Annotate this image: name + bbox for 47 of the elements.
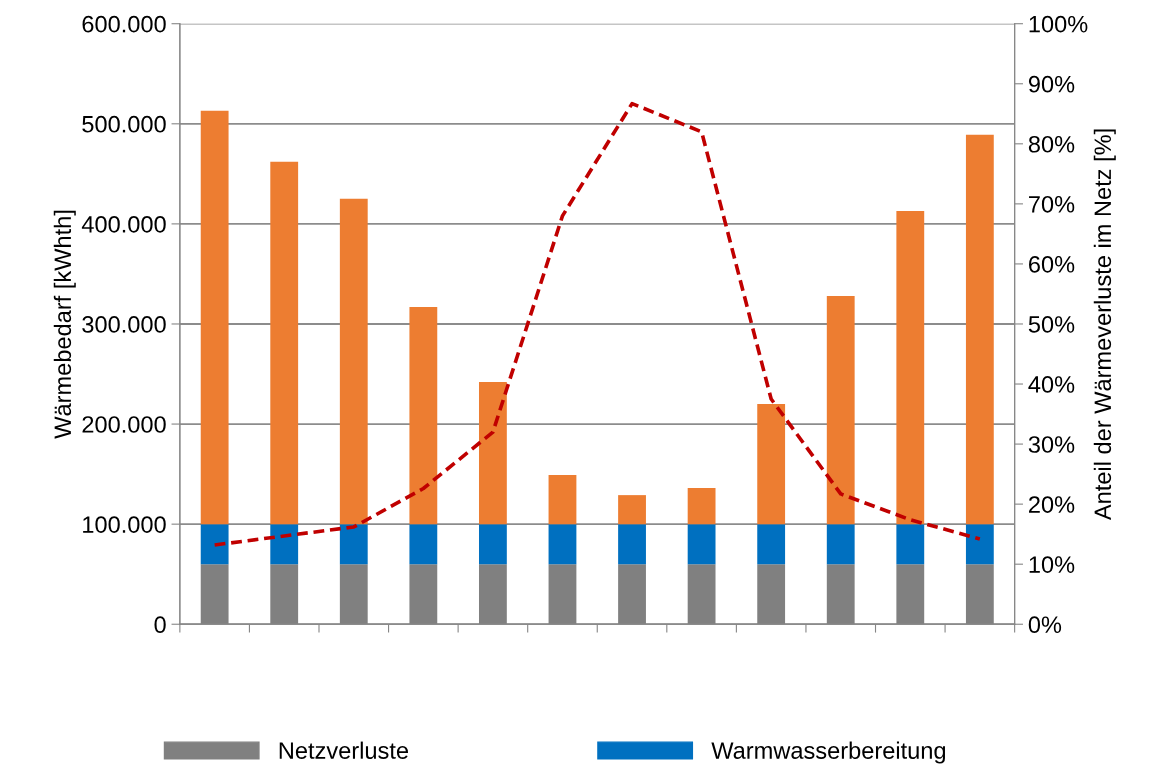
y-tick-label: 400.000 — [81, 215, 166, 233]
bar — [687, 524, 716, 565]
bar — [409, 306, 438, 525]
y2-tick-label: 10% — [1029, 556, 1075, 573]
y2-tick-label: 100% — [1029, 15, 1088, 33]
bar — [478, 524, 507, 565]
legend-label: Netzverluste — [279, 741, 408, 759]
bar — [826, 295, 855, 525]
y-tick-label: 200.000 — [82, 416, 166, 433]
y2-tick-label: 40% — [1028, 376, 1075, 393]
bar — [339, 524, 368, 565]
bar — [548, 475, 577, 525]
y-axis-title: Wärmebedarf [kWhth] — [53, 210, 76, 439]
y-tick-label: 600.000 — [82, 15, 166, 33]
y-tick-label: 100.000 — [83, 516, 166, 533]
bar — [965, 134, 994, 525]
bar — [618, 495, 646, 525]
legend-label: Warmwasserbereitung — [711, 741, 946, 764]
y2-tick-label: 80% — [1028, 135, 1075, 153]
bar — [618, 524, 646, 565]
bar — [757, 524, 786, 565]
y2-tick-label: 50% — [1028, 316, 1075, 333]
bar — [896, 524, 925, 565]
y-tick-label: 300.000 — [82, 316, 166, 333]
y2-axis-title: Anteil der Wärmeverluste im Netz [%] — [1093, 129, 1116, 521]
line-series — [212, 101, 982, 547]
y2-tick-label: 30% — [1028, 436, 1075, 453]
bar — [548, 524, 577, 565]
bar — [270, 524, 299, 565]
bar — [200, 524, 229, 565]
y-tick-label: 500.000 — [82, 115, 166, 133]
bar — [826, 524, 855, 565]
bar — [270, 161, 299, 525]
y2-tick-label: 20% — [1029, 496, 1075, 513]
y2-tick-label: 0% — [1028, 616, 1062, 634]
y2-tick-label: 70% — [1029, 195, 1075, 213]
bar — [687, 488, 716, 525]
bar — [409, 524, 438, 565]
bar — [339, 198, 368, 525]
y2-tick-label: 60% — [1029, 255, 1075, 273]
bar — [896, 210, 925, 525]
y-tick-label: 0 — [154, 616, 166, 634]
y2-tick-label: 90% — [1028, 75, 1075, 93]
bar — [757, 404, 786, 525]
bar — [200, 110, 229, 525]
bar — [478, 382, 507, 525]
bar — [965, 524, 994, 565]
